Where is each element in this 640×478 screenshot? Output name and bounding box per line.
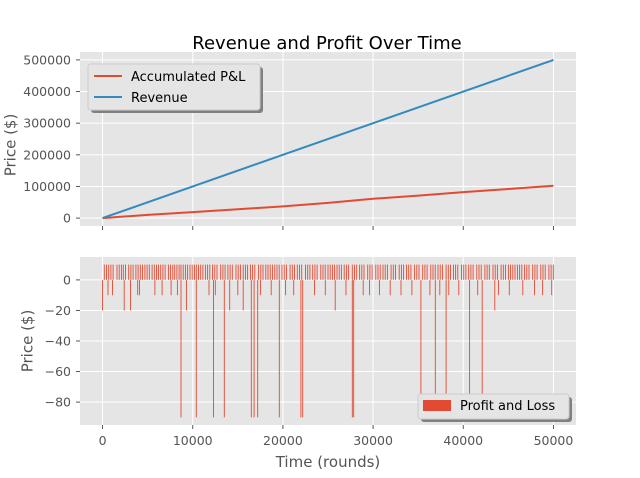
top-axes-x-ticks xyxy=(102,226,554,230)
bottom-x-tick-label: 50000 xyxy=(534,433,574,448)
bottom-y-tick-label: −80 xyxy=(45,395,71,410)
bottom-y-axis-label: Price ($) xyxy=(18,310,36,373)
bottom-x-tick-label: 0 xyxy=(99,433,107,448)
bottom-y-tick-label: −20 xyxy=(45,303,71,318)
chart-title: Revenue and Profit Over Time xyxy=(192,33,461,54)
series-revenue-line xyxy=(102,58,554,220)
x-axis-label: Time (rounds) xyxy=(275,453,381,471)
bottom-y-tick-label: −60 xyxy=(45,364,71,379)
top-y-tick-label: 400000 xyxy=(23,84,71,99)
bottom-axes-x-ticks: 0 10000 20000 30000 40000 50000 xyxy=(99,425,574,448)
top-y-tick-label: 100000 xyxy=(23,179,71,194)
bottom-x-tick-label: 30000 xyxy=(353,433,393,448)
top-legend-box xyxy=(87,63,261,111)
bottom-legend-box xyxy=(417,393,570,420)
legend-label-profit-and-loss: Profit and Loss xyxy=(460,399,555,414)
legend-swatch-profit-and-loss xyxy=(423,400,451,411)
top-y-tick-label: 300000 xyxy=(23,116,71,131)
legend-label-accumulated-pl: Accumulated P&L xyxy=(131,70,246,85)
top-y-tick-label: 0 xyxy=(63,211,71,226)
top-axes-series xyxy=(102,58,554,220)
bottom-y-tick-label: −40 xyxy=(45,334,71,349)
series-accumulated-pl-line xyxy=(102,184,554,220)
bottom-axes-y-ticks: −80 −60 −40 −20 0 xyxy=(45,272,80,410)
legend-label-revenue: Revenue xyxy=(131,91,188,106)
bottom-y-tick-label: 0 xyxy=(63,272,71,287)
top-y-tick-label: 500000 xyxy=(23,52,71,67)
top-axes-y-ticks: 0 100000 200000 300000 400000 500000 xyxy=(23,52,80,226)
bottom-x-tick-label: 10000 xyxy=(173,433,213,448)
top-legend: Accumulated P&L Revenue xyxy=(87,63,263,113)
bottom-axes-bars xyxy=(102,264,554,418)
top-y-axis-label: Price ($) xyxy=(1,114,19,177)
bottom-x-tick-label: 20000 xyxy=(263,433,303,448)
bottom-x-tick-label: 40000 xyxy=(443,433,483,448)
top-y-tick-label: 200000 xyxy=(23,147,71,162)
bottom-legend: Profit and Loss xyxy=(417,393,572,422)
